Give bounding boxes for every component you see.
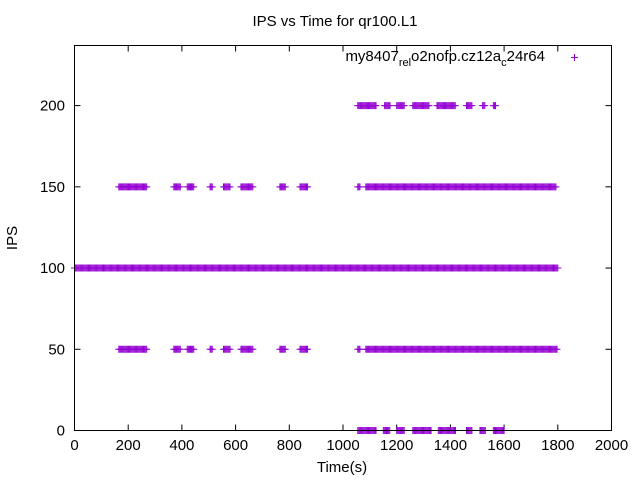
y-tick-label: 100 — [40, 260, 65, 277]
y-axis-label: IPS — [4, 226, 21, 250]
x-tick-label: 400 — [169, 437, 194, 454]
data-point — [143, 183, 151, 191]
data-point — [304, 345, 312, 353]
data-point — [281, 183, 289, 191]
x-tick-label: 600 — [223, 437, 248, 454]
y-tick-label: 150 — [40, 179, 65, 196]
data-point — [304, 183, 312, 191]
x-tick-label: 1000 — [326, 437, 359, 454]
data-point — [226, 183, 234, 191]
data-point — [481, 102, 489, 110]
x-tick-label: 1200 — [380, 437, 413, 454]
x-tick-label: 1600 — [487, 437, 520, 454]
y-tick-label: 200 — [40, 98, 65, 115]
legend-label-part: c — [501, 57, 507, 69]
data-point — [281, 345, 289, 353]
data-point — [425, 102, 433, 110]
data-point — [176, 183, 184, 191]
y-tick-label: 0 — [57, 423, 65, 440]
legend: my8407relo2nofp.cz12ac24r64 — [345, 48, 578, 69]
data-point — [553, 345, 561, 353]
data-point — [468, 102, 476, 110]
data-point — [208, 183, 216, 191]
data-point — [249, 183, 257, 191]
data-point — [400, 102, 408, 110]
x-tick-label: 1400 — [434, 437, 467, 454]
data-point — [356, 345, 364, 353]
data-point — [226, 345, 234, 353]
legend-marker-plus — [571, 54, 578, 61]
data-points — [71, 102, 562, 434]
x-tick-label: 2000 — [595, 437, 628, 454]
data-point — [176, 345, 184, 353]
data-point — [372, 102, 380, 110]
legend-marker — [571, 54, 578, 61]
x-tick-label: 0 — [70, 437, 78, 454]
chart-title: IPS vs Time for qr100.L1 — [252, 13, 417, 30]
data-point — [143, 345, 151, 353]
legend-label-part: 2nofp.cz12a — [419, 48, 501, 65]
legend-label-part: my8407 — [345, 48, 398, 65]
x-tick-label: 1800 — [541, 437, 574, 454]
y-tick-label: 50 — [48, 341, 65, 358]
legend-label-part: rel — [399, 57, 411, 69]
data-point — [451, 102, 459, 110]
data-point — [356, 183, 364, 191]
data-point — [554, 264, 562, 272]
data-point — [208, 345, 216, 353]
x-tick-label: 200 — [116, 437, 141, 454]
plot-area-border — [74, 45, 612, 431]
legend-label-part: 24r64 — [507, 48, 545, 65]
legend-label-my8407: my8407relo2nofp.cz12ac24r64 — [345, 48, 545, 69]
data-point — [249, 345, 257, 353]
data-point — [386, 102, 394, 110]
data-point — [190, 345, 198, 353]
data-point — [492, 102, 500, 110]
legend-label-part: o — [411, 48, 419, 65]
x-axis-label: Time(s) — [317, 459, 367, 476]
axis-ticks: 0 200 400 600 800 1000 1200 1400 1600 1800 2000 0 50… — [40, 45, 628, 454]
data-point — [552, 183, 560, 191]
data-point — [190, 183, 198, 191]
x-tick-label: 800 — [277, 437, 302, 454]
